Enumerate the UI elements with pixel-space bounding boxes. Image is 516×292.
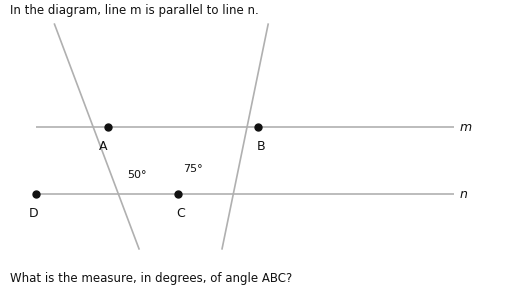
Text: m: m [459,121,471,133]
Text: B: B [256,140,265,153]
Point [32,192,40,197]
Text: What is the measure, in degrees, of angle ABC?: What is the measure, in degrees, of angl… [10,272,293,285]
Text: C: C [176,207,185,220]
Text: A: A [99,140,107,153]
Text: In the diagram, line m is parallel to line n.: In the diagram, line m is parallel to li… [10,4,259,18]
Point [254,125,262,129]
Text: n: n [459,188,467,201]
Point [174,192,182,197]
Text: 50°: 50° [127,170,147,180]
Text: D: D [29,207,38,220]
Point [104,125,112,129]
Text: 75°: 75° [183,164,203,174]
